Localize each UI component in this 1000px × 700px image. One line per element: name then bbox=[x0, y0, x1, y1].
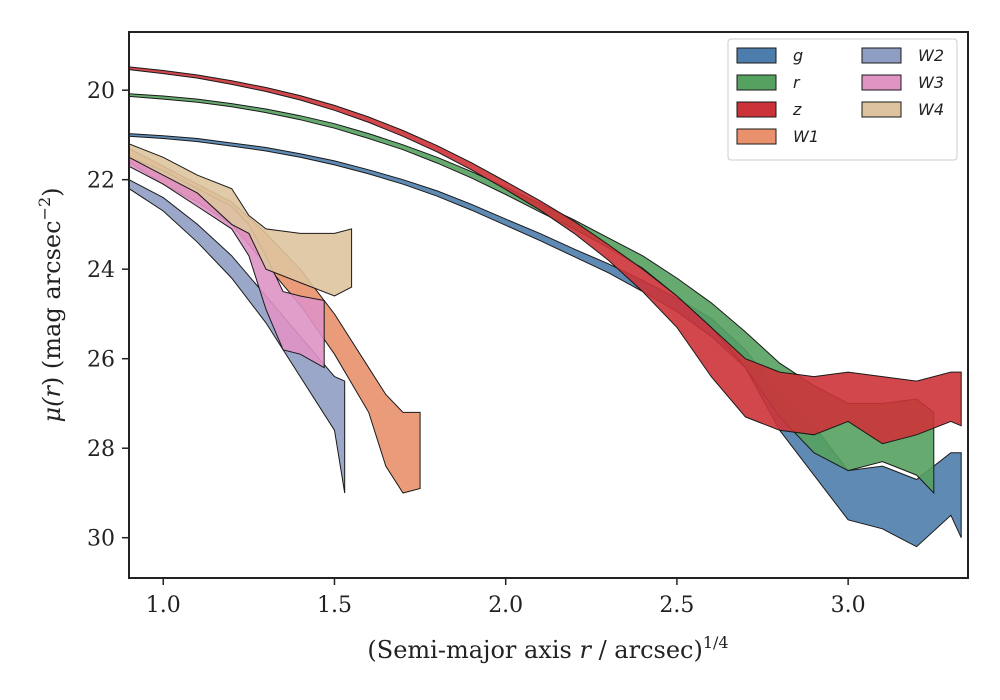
legend-label-w3: W3 bbox=[918, 73, 944, 92]
y-tick-label: 28 bbox=[87, 437, 115, 462]
x-tick-label: 1.0 bbox=[146, 593, 181, 618]
legend-label-z: z bbox=[792, 100, 802, 119]
x-axis-label: (Semi-major axis r / arcsec)1/4 bbox=[367, 633, 728, 664]
series-band-w2 bbox=[129, 179, 346, 494]
x-tick-label: 1.5 bbox=[317, 593, 352, 618]
legend-label-g: g bbox=[793, 46, 803, 65]
legend-swatch-w1 bbox=[736, 128, 777, 145]
legend-swatch-w4 bbox=[861, 101, 902, 118]
y-axis-label: μ(r) (mag arcsec−2) bbox=[35, 187, 66, 422]
series-band-r bbox=[129, 93, 935, 495]
legend-label-r: r bbox=[793, 73, 801, 92]
legend-frame bbox=[727, 38, 958, 161]
legend: grz W1 W2 W3 W4 bbox=[727, 38, 958, 161]
y-tick-label: 20 bbox=[87, 79, 115, 104]
legend-swatch-r bbox=[736, 74, 777, 91]
legend-swatch-w2 bbox=[861, 47, 902, 64]
series-band-z bbox=[129, 66, 962, 445]
series-band-w4 bbox=[129, 143, 353, 297]
x-tick-label: 2.5 bbox=[659, 593, 694, 618]
x-axis: 1.0 1.5 2.0 2.5 3.0 bbox=[146, 578, 866, 618]
legend-swatch-z bbox=[736, 101, 777, 118]
series-band-g bbox=[129, 133, 962, 548]
y-tick-label: 30 bbox=[87, 527, 115, 552]
y-tick-label: 22 bbox=[87, 169, 115, 194]
legend-swatch-w3 bbox=[861, 74, 902, 91]
y-tick-label: 24 bbox=[87, 258, 115, 283]
y-axis: 20 22 24 26 28 30 bbox=[87, 79, 129, 552]
plot-frame bbox=[128, 31, 969, 579]
y-tick-label: 26 bbox=[87, 348, 115, 373]
legend-label-w2: W2 bbox=[918, 46, 944, 65]
legend-swatch-g bbox=[736, 47, 777, 64]
legend-label-w4: W4 bbox=[918, 100, 944, 119]
legend-label-w1: W1 bbox=[793, 127, 819, 146]
x-tick-label: 2.0 bbox=[488, 593, 523, 618]
x-tick-label: 3.0 bbox=[831, 593, 866, 618]
series-layer bbox=[129, 66, 962, 548]
